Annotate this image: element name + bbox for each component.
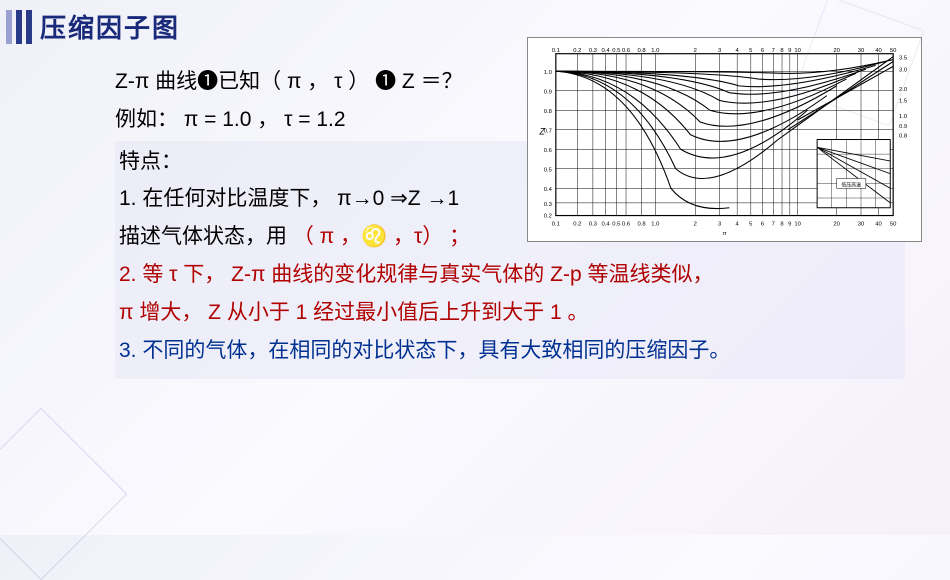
page-title: 压缩因子图 bbox=[40, 8, 180, 45]
svg-text:20: 20 bbox=[833, 48, 840, 54]
text-line: Z-π 曲线➊已知（ π ， τ ） ➊ Z ＝？ bbox=[115, 63, 535, 101]
svg-text:1.0: 1.0 bbox=[651, 48, 660, 54]
text-span: 描述气体状态，用 bbox=[119, 225, 293, 248]
svg-text:30: 30 bbox=[858, 48, 865, 54]
svg-text:0.3: 0.3 bbox=[544, 202, 552, 208]
svg-text:30: 30 bbox=[858, 221, 865, 227]
svg-text:4: 4 bbox=[736, 48, 740, 54]
svg-text:2: 2 bbox=[694, 48, 697, 54]
svg-text:2: 2 bbox=[694, 221, 697, 227]
svg-text:50: 50 bbox=[890, 221, 897, 227]
accent-bar bbox=[26, 10, 32, 44]
svg-text:3.0: 3.0 bbox=[899, 67, 908, 73]
svg-text:5: 5 bbox=[749, 221, 752, 227]
svg-text:4: 4 bbox=[736, 221, 740, 227]
svg-text:0.4: 0.4 bbox=[601, 48, 610, 54]
header-accent-bars bbox=[6, 10, 32, 44]
svg-text:0.6: 0.6 bbox=[622, 221, 630, 227]
svg-text:9: 9 bbox=[788, 221, 791, 227]
svg-text:40: 40 bbox=[875, 48, 882, 54]
compressibility-chart: 低压高温 0.1 0.2 0.3 0.4 0.5 0.6 0.8 1.0 2 3… bbox=[527, 37, 922, 242]
svg-text:1.5: 1.5 bbox=[899, 98, 907, 104]
svg-text:0.5: 0.5 bbox=[544, 168, 552, 174]
svg-text:7: 7 bbox=[772, 221, 775, 227]
inset-label: 低压高温 bbox=[842, 181, 862, 188]
svg-text:0.4: 0.4 bbox=[544, 187, 553, 193]
svg-text:0.9: 0.9 bbox=[899, 124, 907, 130]
svg-text:0.8: 0.8 bbox=[638, 48, 646, 54]
svg-text:0.4: 0.4 bbox=[601, 221, 610, 227]
svg-text:3: 3 bbox=[718, 221, 721, 227]
svg-text:0.1: 0.1 bbox=[552, 221, 560, 227]
svg-text:0.7: 0.7 bbox=[544, 129, 552, 135]
svg-text:10: 10 bbox=[794, 221, 801, 227]
svg-text:0.2: 0.2 bbox=[544, 214, 552, 220]
text-span-red: （ π ，♌ ，τ） ； bbox=[293, 225, 470, 248]
svg-text:0.2: 0.2 bbox=[573, 48, 581, 54]
svg-text:10: 10 bbox=[794, 48, 801, 54]
svg-text:2.0: 2.0 bbox=[899, 87, 908, 93]
svg-text:3.5: 3.5 bbox=[899, 56, 907, 62]
svg-text:6: 6 bbox=[761, 48, 764, 54]
accent-bar bbox=[6, 10, 12, 44]
svg-text:0.6: 0.6 bbox=[622, 48, 630, 54]
svg-text:7: 7 bbox=[772, 48, 775, 54]
text-line: π 增大， Z 从小于 1 经过最小值后上升到大于 1 。 bbox=[119, 294, 901, 332]
svg-text:1.0: 1.0 bbox=[651, 221, 660, 227]
svg-text:0.1: 0.1 bbox=[552, 48, 560, 54]
svg-text:0.5: 0.5 bbox=[612, 221, 620, 227]
svg-text:40: 40 bbox=[875, 221, 882, 227]
text-line: 3. 不同的气体，在相同的对比状态下，具有大致相同的压缩因子。 bbox=[119, 332, 901, 370]
svg-text:Z: Z bbox=[538, 127, 545, 137]
svg-text:20: 20 bbox=[833, 221, 840, 227]
svg-text:0.6: 0.6 bbox=[544, 148, 552, 154]
svg-text:1.0: 1.0 bbox=[899, 114, 908, 120]
intro-block: Z-π 曲线➊已知（ π ， τ ） ➊ Z ＝？ 例如： π = 1.0 ， … bbox=[115, 63, 535, 139]
text-line: 2. 等 τ 下， Z-π 曲线的变化规律与真实气体的 Z-p 等温线类似， bbox=[119, 256, 901, 294]
accent-bar bbox=[16, 10, 22, 44]
svg-text:6: 6 bbox=[761, 221, 764, 227]
svg-text:0.8: 0.8 bbox=[638, 221, 646, 227]
svg-text:0.8: 0.8 bbox=[544, 109, 552, 115]
slide-content: 低压高温 0.1 0.2 0.3 0.4 0.5 0.6 0.8 1.0 2 3… bbox=[0, 45, 950, 379]
svg-text:1.0: 1.0 bbox=[544, 70, 553, 76]
svg-text:0.5: 0.5 bbox=[612, 48, 620, 54]
svg-text:0.2: 0.2 bbox=[573, 221, 581, 227]
chart-svg: 低压高温 0.1 0.2 0.3 0.4 0.5 0.6 0.8 1.0 2 3… bbox=[532, 42, 917, 237]
svg-text:π: π bbox=[723, 231, 727, 237]
svg-text:8: 8 bbox=[780, 48, 783, 54]
svg-text:5: 5 bbox=[749, 48, 752, 54]
svg-text:0.8: 0.8 bbox=[899, 134, 907, 140]
text-line: 例如： π = 1.0 ， τ = 1.2 bbox=[115, 101, 535, 139]
svg-text:50: 50 bbox=[890, 48, 897, 54]
svg-text:0.3: 0.3 bbox=[589, 221, 597, 227]
svg-text:0.9: 0.9 bbox=[544, 90, 552, 96]
svg-text:0.3: 0.3 bbox=[589, 48, 597, 54]
svg-text:3: 3 bbox=[718, 48, 721, 54]
svg-text:9: 9 bbox=[788, 48, 791, 54]
svg-text:8: 8 bbox=[780, 221, 783, 227]
